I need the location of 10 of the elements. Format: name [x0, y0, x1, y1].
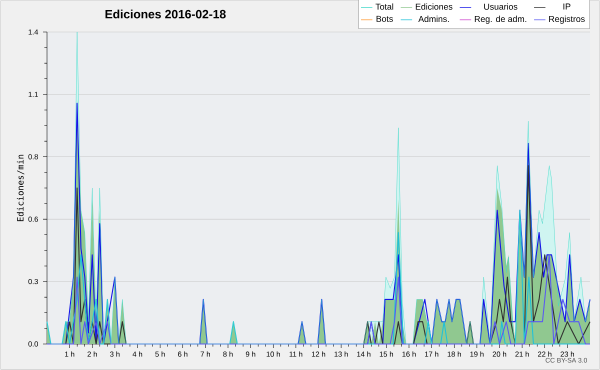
- legend-label: Registros: [549, 16, 585, 24]
- chart-title: Ediciones 2016-02-18: [106, 10, 226, 18]
- legend-label: Bots: [376, 16, 393, 22]
- legend-label: Reg. de adm.: [474, 16, 526, 24]
- legend-label: Total: [376, 3, 394, 10]
- legend-label: Usuarios: [484, 3, 518, 10]
- legend-label: Admins.: [418, 16, 449, 22]
- legend-label: Ediciones: [416, 3, 452, 10]
- y-axis-title: Ediciones/min: [16, 154, 24, 222]
- legend-label: IP: [563, 4, 570, 10]
